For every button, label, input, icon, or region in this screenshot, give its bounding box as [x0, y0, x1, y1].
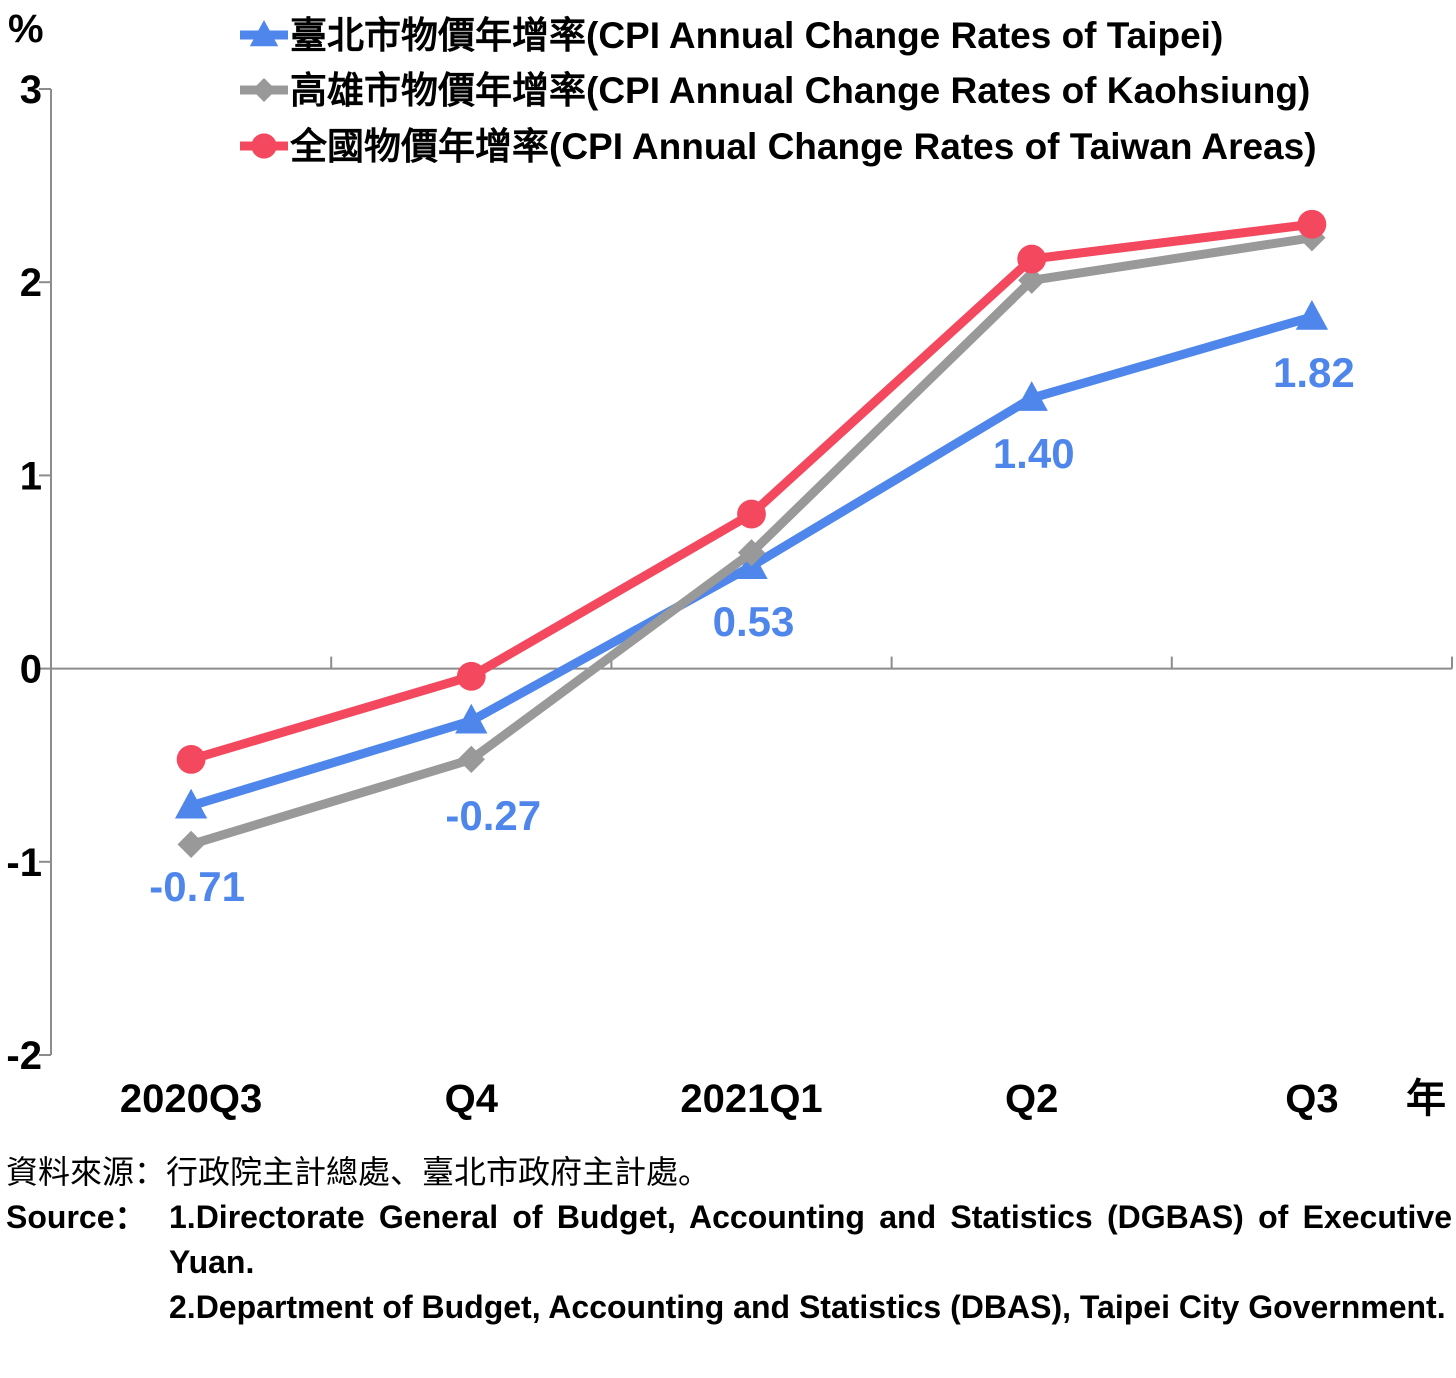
data-point-diamond: [252, 78, 276, 102]
y-axis-unit: %: [8, 7, 44, 51]
data-point-diamond: [457, 745, 485, 774]
y-tick-label: 0: [20, 648, 42, 692]
data-label-taipei: -0.27: [445, 792, 541, 839]
legend-item-1: 臺北市物價年增率(CPI Annual Change Rates of Taip…: [240, 14, 1223, 56]
series-3: [176, 209, 1327, 774]
data-point-circle: [737, 499, 766, 529]
data-point-triangle: [249, 20, 279, 47]
data-point-triangle: [1015, 381, 1048, 411]
data-point-diamond: [177, 830, 205, 859]
legend: 臺北市物價年增率(CPI Annual Change Rates of Taip…: [240, 14, 1317, 167]
data-label-taipei: 1.40: [993, 430, 1075, 477]
data-point-triangle: [455, 703, 488, 734]
legend-item-2: 高雄市物價年增率(CPI Annual Change Rates of Kaoh…: [240, 69, 1310, 111]
y-tick-label: -1: [6, 841, 42, 885]
y-tick-label: 1: [20, 454, 42, 498]
data-point-circle: [456, 661, 486, 691]
data-point-diamond: [1018, 266, 1046, 294]
data-label-taipei: -0.71: [149, 863, 245, 910]
data-point-circle: [176, 745, 206, 774]
source-item-1: 1.Directorate General of Budget, Account…: [169, 1199, 1452, 1280]
data-point-diamond: [737, 539, 766, 567]
source-zh-text: 行政院主計總處、臺北市政府主計處。: [166, 1153, 711, 1191]
source-en-prefix: Source：: [6, 1199, 147, 1235]
source-item-2: 2.Department of Budget, Accounting and S…: [169, 1289, 1446, 1325]
x-tick-label: 2020Q3: [120, 1077, 262, 1121]
x-tick-label: Q2: [1005, 1077, 1058, 1121]
axes: -2 -1 0 1 2 3% 2020Q3 Q4 2021Q1 Q2 Q3 年: [6, 7, 1453, 1121]
x-axis-label: 年: [1406, 1077, 1446, 1121]
data-point-triangle: [174, 788, 208, 819]
data-point-circle: [1017, 244, 1047, 274]
data-label-taipei: 0.53: [713, 598, 795, 645]
y-tick-label: -2: [6, 1034, 42, 1078]
source-note: 資料來源： 行政院主計總處、臺北市政府主計處。 Source： 1.Direct…: [6, 1150, 1452, 1330]
line-chart: -2 -1 0 1 2 3% 2020Q3 Q4 2021Q1 Q2 Q3 年 -0.71 -0.27 0…: [6, 7, 1453, 1121]
data-labels: -0.71 -0.27 0.53 1.40 1.82: [149, 349, 1355, 910]
legend-label: 全國物價年增率(CPI Annual Change Rates of Taiwa…: [289, 125, 1317, 167]
series-2: [177, 224, 1326, 859]
source-zh-prefix: 資料來源：: [6, 1153, 167, 1191]
x-tick-label: Q4: [445, 1077, 499, 1121]
x-tick-label: 2021Q1: [680, 1077, 822, 1121]
y-tick-label: 3: [20, 68, 42, 112]
series-lines: [174, 209, 1329, 859]
data-point-circle: [1297, 209, 1327, 239]
series-line: [189, 219, 1313, 764]
data-point-triangle: [1295, 299, 1329, 330]
data-point-circle: [251, 133, 277, 159]
y-tick-label: 2: [20, 261, 42, 305]
legend-label: 高雄市物價年增率(CPI Annual Change Rates of Kaoh…: [290, 69, 1310, 111]
x-tick-label: Q3: [1285, 1077, 1338, 1121]
legend-label: 臺北市物價年增率(CPI Annual Change Rates of Taip…: [290, 14, 1223, 56]
legend-item-3: 全國物價年增率(CPI Annual Change Rates of Taiwa…: [240, 125, 1317, 167]
data-label-taipei: 1.82: [1273, 349, 1355, 396]
